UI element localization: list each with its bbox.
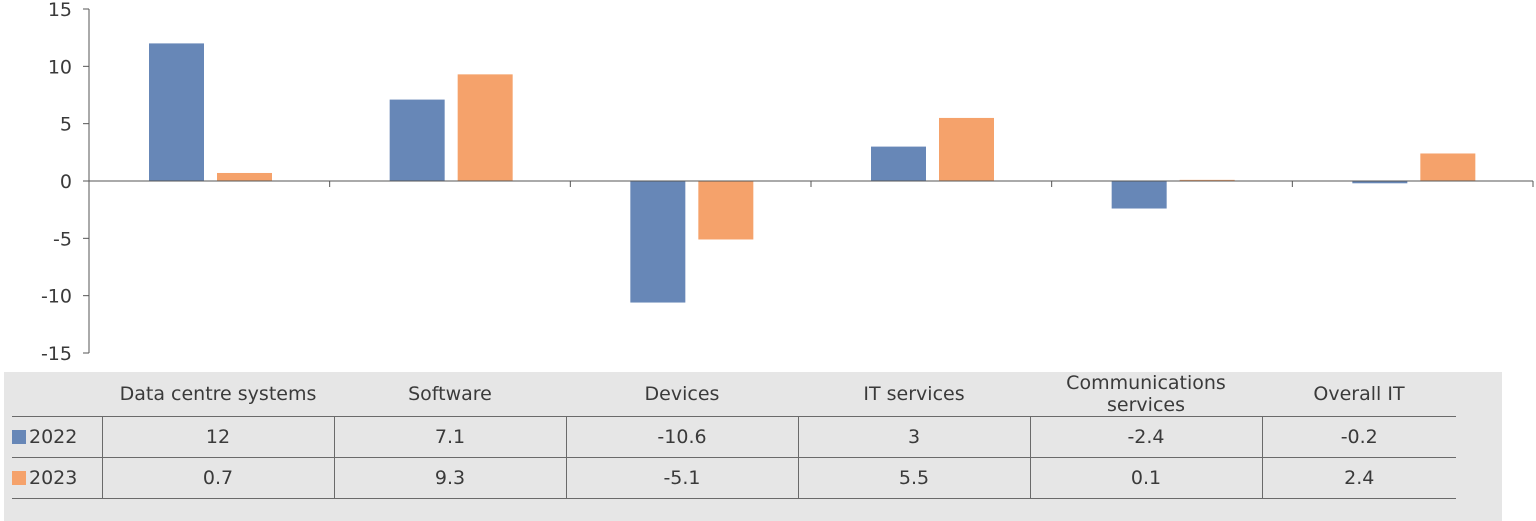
table-cell: 7.1 [333,416,566,458]
column-header: Devices [644,383,720,405]
bar-2023-1 [457,74,513,181]
bar-2022-0 [149,43,204,182]
bar-2022-2 [630,181,686,303]
column-header: Software [408,383,492,405]
bar-2023-5 [1420,153,1476,181]
table-corner-cell [12,372,102,417]
legend-swatch-2023 [12,471,26,485]
bar-series [149,43,1476,303]
y-axis: 15 10 5 0 -5 -10 -15 [41,0,90,365]
bar-2022-3 [871,146,926,181]
bar-2023-2 [698,181,754,240]
legend-cell-2022: 2022 [12,416,102,458]
table-row-2023: 2023 0.7 9.3 -5.1 5.5 0.1 2.4 [12,457,1456,499]
bar-2022-5 [1352,181,1408,184]
bar-2023-3 [939,117,994,181]
y-tick-label: -10 [41,286,72,308]
table-cell: 0.7 [101,457,334,499]
y-tick-label: 0 [60,171,72,193]
column-header: IT services [863,383,965,405]
series-name: 2023 [29,467,78,489]
column-header: Communications services [1066,372,1226,416]
series-name: 2022 [29,426,78,448]
y-tick-label: 15 [48,0,72,21]
bar-2022-4 [1111,181,1167,209]
table-cell: -2.4 [1029,416,1262,458]
table-cell: 5.5 [797,457,1030,499]
data-table: Data centre systems Software Devices IT … [12,372,1456,499]
bar-2022-1 [389,99,445,181]
table-cell: 12 [101,416,334,458]
table-cell: 2.4 [1261,457,1456,499]
table-cell: -0.2 [1261,416,1456,458]
table-cell: 3 [797,416,1030,458]
table-cell: -5.1 [565,457,798,499]
y-tick-label: -15 [41,343,72,365]
legend-swatch-2022 [12,430,26,444]
bar-chart: 15 10 5 0 -5 -10 -15 [41,0,1534,365]
table-cell: 9.3 [333,457,566,499]
data-table-panel: Data centre systems Software Devices IT … [4,372,1502,521]
y-tick-label: -5 [53,228,72,250]
x-axis-zero-line [88,180,1534,187]
table-cell: -10.6 [565,416,798,458]
table-header-row: Data centre systems Software Devices IT … [12,372,1456,417]
y-tick-label: 5 [60,114,72,136]
y-tick-label: 10 [48,56,72,78]
column-header: Data centre systems [119,383,317,405]
column-header: Overall IT [1313,383,1405,405]
table-row-2022: 2022 12 7.1 -10.6 3 -2.4 -0.2 [12,416,1456,458]
legend-cell-2023: 2023 [12,457,102,499]
bar-2023-0 [217,172,272,181]
table-cell: 0.1 [1029,457,1262,499]
